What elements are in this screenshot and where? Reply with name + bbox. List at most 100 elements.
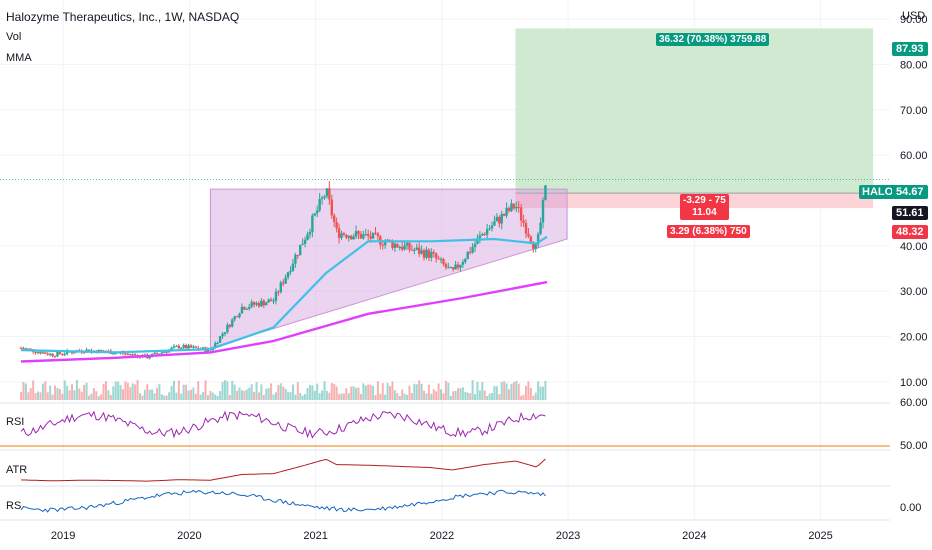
volume-bar [430, 393, 433, 400]
volume-bar [24, 383, 27, 400]
candle-body [316, 210, 319, 214]
candle-body [36, 351, 40, 353]
y-tick-label: 70.00 [900, 105, 928, 117]
risk-reward-line1: -3.29 - 75 [683, 195, 726, 206]
volume-bar [141, 395, 144, 400]
candle-body [245, 308, 249, 310]
candle-body [41, 352, 45, 354]
x-tick-label: 2024 [682, 530, 706, 542]
volume-bar [71, 384, 74, 400]
candle-body [505, 207, 508, 216]
candle-body [539, 222, 542, 235]
candle-body [442, 259, 445, 265]
candle-body [235, 316, 239, 318]
x-tick-label: 2023 [556, 530, 580, 542]
volume-bar [323, 381, 326, 400]
candle-body [427, 249, 431, 258]
rsi-level-tick: 50.00 [900, 440, 928, 452]
candle-body [27, 348, 30, 350]
volume-bar [245, 389, 248, 400]
volume-bar [308, 384, 311, 400]
candle-body [468, 251, 472, 253]
candle-body [306, 234, 309, 240]
volume-bar [202, 392, 205, 400]
fast-moving-average [20, 235, 548, 354]
volume-bar [124, 381, 127, 400]
rsi-line [20, 410, 546, 439]
volume-bar [238, 387, 241, 400]
volume-bar [100, 394, 103, 400]
candle-body [46, 353, 49, 355]
candle-body [510, 203, 513, 212]
volume-bar [282, 386, 285, 400]
volume-bar [165, 395, 168, 400]
x-tick-label: 2025 [808, 530, 832, 542]
rsi-top-tick: 60.00 [900, 397, 928, 409]
volume-bar [508, 389, 511, 400]
candle-body [51, 353, 54, 357]
volume-bar [146, 384, 149, 400]
candle-body [165, 351, 168, 353]
volume-bar [138, 393, 141, 400]
candle-body [451, 267, 455, 270]
volume-bar [257, 392, 260, 400]
candle-body [129, 353, 132, 355]
volume-bar [209, 391, 212, 400]
volume-bar [214, 394, 217, 400]
volume-bar [525, 385, 528, 400]
target-price-badge: 87.93 [892, 42, 928, 56]
volume-bar [63, 380, 66, 400]
candle-body [415, 247, 418, 250]
candle-body [265, 302, 268, 306]
volume-bar [267, 388, 270, 400]
volume-bar [427, 384, 430, 400]
candle-body [233, 316, 236, 320]
volume-bar [219, 391, 222, 400]
volume-bar [114, 381, 117, 400]
candle-body [223, 332, 227, 334]
candle-body [362, 234, 365, 239]
candle-body [308, 231, 312, 235]
triangle-pattern [209, 188, 568, 349]
volume-bar [500, 381, 503, 400]
candle-body [417, 247, 421, 254]
volume-bar [243, 390, 246, 400]
volume-bar [187, 390, 190, 400]
volume-bar [22, 381, 25, 400]
candle-body [367, 233, 370, 236]
volume-bar [384, 394, 387, 400]
volume-bar [338, 394, 341, 400]
candle-body [286, 272, 290, 278]
candle-body [148, 356, 151, 359]
candle-body [410, 249, 414, 251]
y-tick-label: 10.00 [900, 377, 928, 389]
volume-bar [231, 380, 234, 400]
volume-bar [454, 390, 457, 400]
candle-body [476, 238, 479, 244]
volume-bar [420, 383, 423, 400]
candle-body [488, 228, 491, 230]
candle-body [240, 306, 244, 314]
candle-body [371, 232, 375, 239]
volume-bar [236, 390, 239, 400]
volume-bar [85, 382, 88, 400]
candle-body [272, 300, 275, 302]
candle-body [284, 277, 287, 284]
volume-bar [418, 380, 421, 400]
candle-body [250, 302, 253, 307]
volume-bar [444, 380, 447, 400]
candle-body [544, 185, 547, 201]
volume-bar [255, 382, 258, 400]
candle-body [262, 300, 266, 306]
volume-bar [151, 389, 154, 400]
candle-body [502, 213, 506, 216]
volume-bar [328, 392, 331, 400]
candle-body [313, 213, 316, 216]
candle-body [498, 216, 501, 224]
candle-body [473, 243, 477, 248]
candle-body [522, 220, 525, 223]
candle-body [24, 348, 28, 350]
volume-bar [279, 383, 282, 400]
volume-bar [374, 395, 377, 400]
